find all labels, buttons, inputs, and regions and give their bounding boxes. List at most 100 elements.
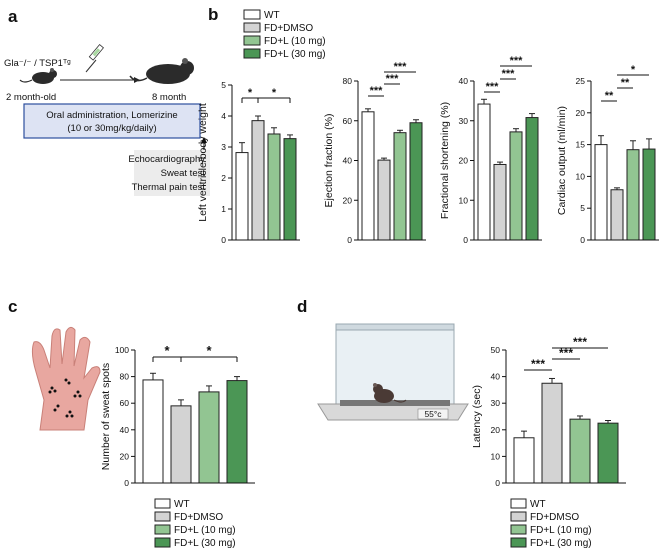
y-tick-label: 60: [120, 398, 130, 408]
sig-label: *: [248, 87, 253, 99]
legend-swatch: [243, 9, 261, 20]
bar: [170, 405, 192, 484]
y-tick-label: 30: [491, 398, 501, 408]
y-tick-label: 80: [343, 76, 353, 86]
hotplate-illustration: 55°c: [317, 323, 469, 421]
syringe-icon: [85, 44, 105, 73]
y-tick-label: 80: [120, 372, 130, 382]
bar: [509, 131, 523, 241]
legend-label: WT: [174, 499, 190, 510]
legend-swatch: [243, 22, 261, 33]
y-tick-label: 5: [221, 80, 226, 90]
panel-label-a: a: [8, 7, 18, 26]
legend-label: FD+L (30 mg): [264, 49, 326, 60]
y-tick-label: 0: [580, 235, 585, 245]
bar: [142, 379, 164, 484]
strain-label: Gla⁻/⁻ / TSP1ᵀᵍ: [4, 58, 71, 69]
sig-label: ***: [559, 346, 573, 360]
bar: [267, 133, 281, 241]
bar: [477, 103, 491, 241]
bar: [513, 437, 535, 484]
sig-label: **: [605, 90, 614, 102]
end-age: 8 month: [152, 92, 186, 103]
y-tick-label: 20: [576, 108, 586, 118]
legend-swatch: [510, 524, 527, 535]
sig-label: ***: [502, 68, 516, 80]
legend-label: FD+L (10 mg): [174, 525, 236, 536]
test-item: Thermal pain test: [132, 182, 206, 193]
legend-swatch: [154, 524, 171, 535]
y-tick-label: 50: [491, 345, 501, 355]
bar: [377, 159, 391, 241]
sig-label: *: [164, 343, 170, 358]
legend-label: FD+L (10 mg): [264, 36, 326, 47]
panel-label-c: c: [8, 297, 17, 316]
bar: [541, 382, 563, 484]
legend-label: WT: [264, 10, 280, 21]
legend-latency: WT FD+DMSO FD+L (10 mg) FD+L (30 mg): [510, 498, 592, 549]
bar: [226, 380, 248, 484]
temperature-label: 55°c: [424, 409, 442, 419]
bar: [235, 152, 249, 241]
hand-illustration: [31, 326, 101, 431]
legend-label: FD+L (10 mg): [530, 525, 592, 536]
sig-label: ***: [573, 335, 587, 349]
legend-top: WT FD+DMSO FD+L (10 mg) FD+L (30 mg): [243, 9, 326, 60]
legend-label: FD+DMSO: [174, 512, 223, 523]
legend-swatch: [510, 537, 527, 548]
y-tick-label: 60: [343, 116, 353, 126]
bar: [626, 149, 640, 241]
sig-label: ***: [531, 357, 545, 371]
y-tick-label: 0: [347, 235, 352, 245]
young-mouse-icon: [19, 68, 57, 84]
bar: [525, 117, 539, 241]
sweat-spots: [48, 378, 82, 418]
legend-swatch: [154, 511, 171, 522]
y-axis-label: Fractional shortening (%): [439, 102, 451, 219]
y-tick-label: 0: [463, 235, 468, 245]
bar: [594, 144, 608, 241]
bar: [569, 418, 591, 484]
chart-lv-bw: 0 1 2 3 4 5 Left ventricle/body weight * *: [197, 80, 300, 245]
sig-label: *: [631, 64, 636, 76]
bar: [251, 120, 265, 241]
treatment-box: [23, 103, 201, 139]
sig-label: ***: [486, 81, 500, 93]
temperature-display: [417, 408, 449, 420]
y-tick-label: 40: [120, 425, 130, 435]
legend-label: FD+DMSO: [530, 512, 579, 523]
test-item: Sweat test: [161, 168, 206, 179]
sig-label: *: [272, 87, 277, 99]
legend-swatch: [510, 511, 527, 522]
bar: [493, 163, 507, 241]
legend-label: FD+L (30 mg): [174, 538, 236, 549]
legend-label: FD+L (30 mg): [530, 538, 592, 549]
bar: [393, 132, 407, 241]
y-tick-label: 15: [576, 140, 586, 150]
sig-label: ***: [394, 61, 408, 73]
y-tick-label: 0: [495, 478, 500, 488]
panel-label-b: b: [208, 5, 218, 24]
y-tick-label: 40: [459, 76, 469, 86]
y-tick-label: 20: [491, 425, 501, 435]
y-axis-label: Left ventricle/body weight: [197, 103, 209, 222]
legend-label: WT: [530, 499, 546, 510]
y-tick-label: 25: [576, 76, 586, 86]
legend-swatch: [243, 48, 261, 59]
bar: [597, 422, 619, 484]
tests-box: [134, 150, 210, 196]
y-axis-label: Cardiac output (ml/min): [556, 106, 568, 215]
y-tick-label: 10: [459, 195, 469, 205]
legend-label: FD+DMSO: [264, 23, 313, 34]
y-tick-label: 0: [221, 235, 226, 245]
y-axis-label: Ejection fraction (%): [323, 114, 335, 208]
y-tick-label: 40: [491, 372, 501, 382]
start-age: 2 month-old: [6, 92, 56, 103]
bar: [198, 391, 220, 484]
